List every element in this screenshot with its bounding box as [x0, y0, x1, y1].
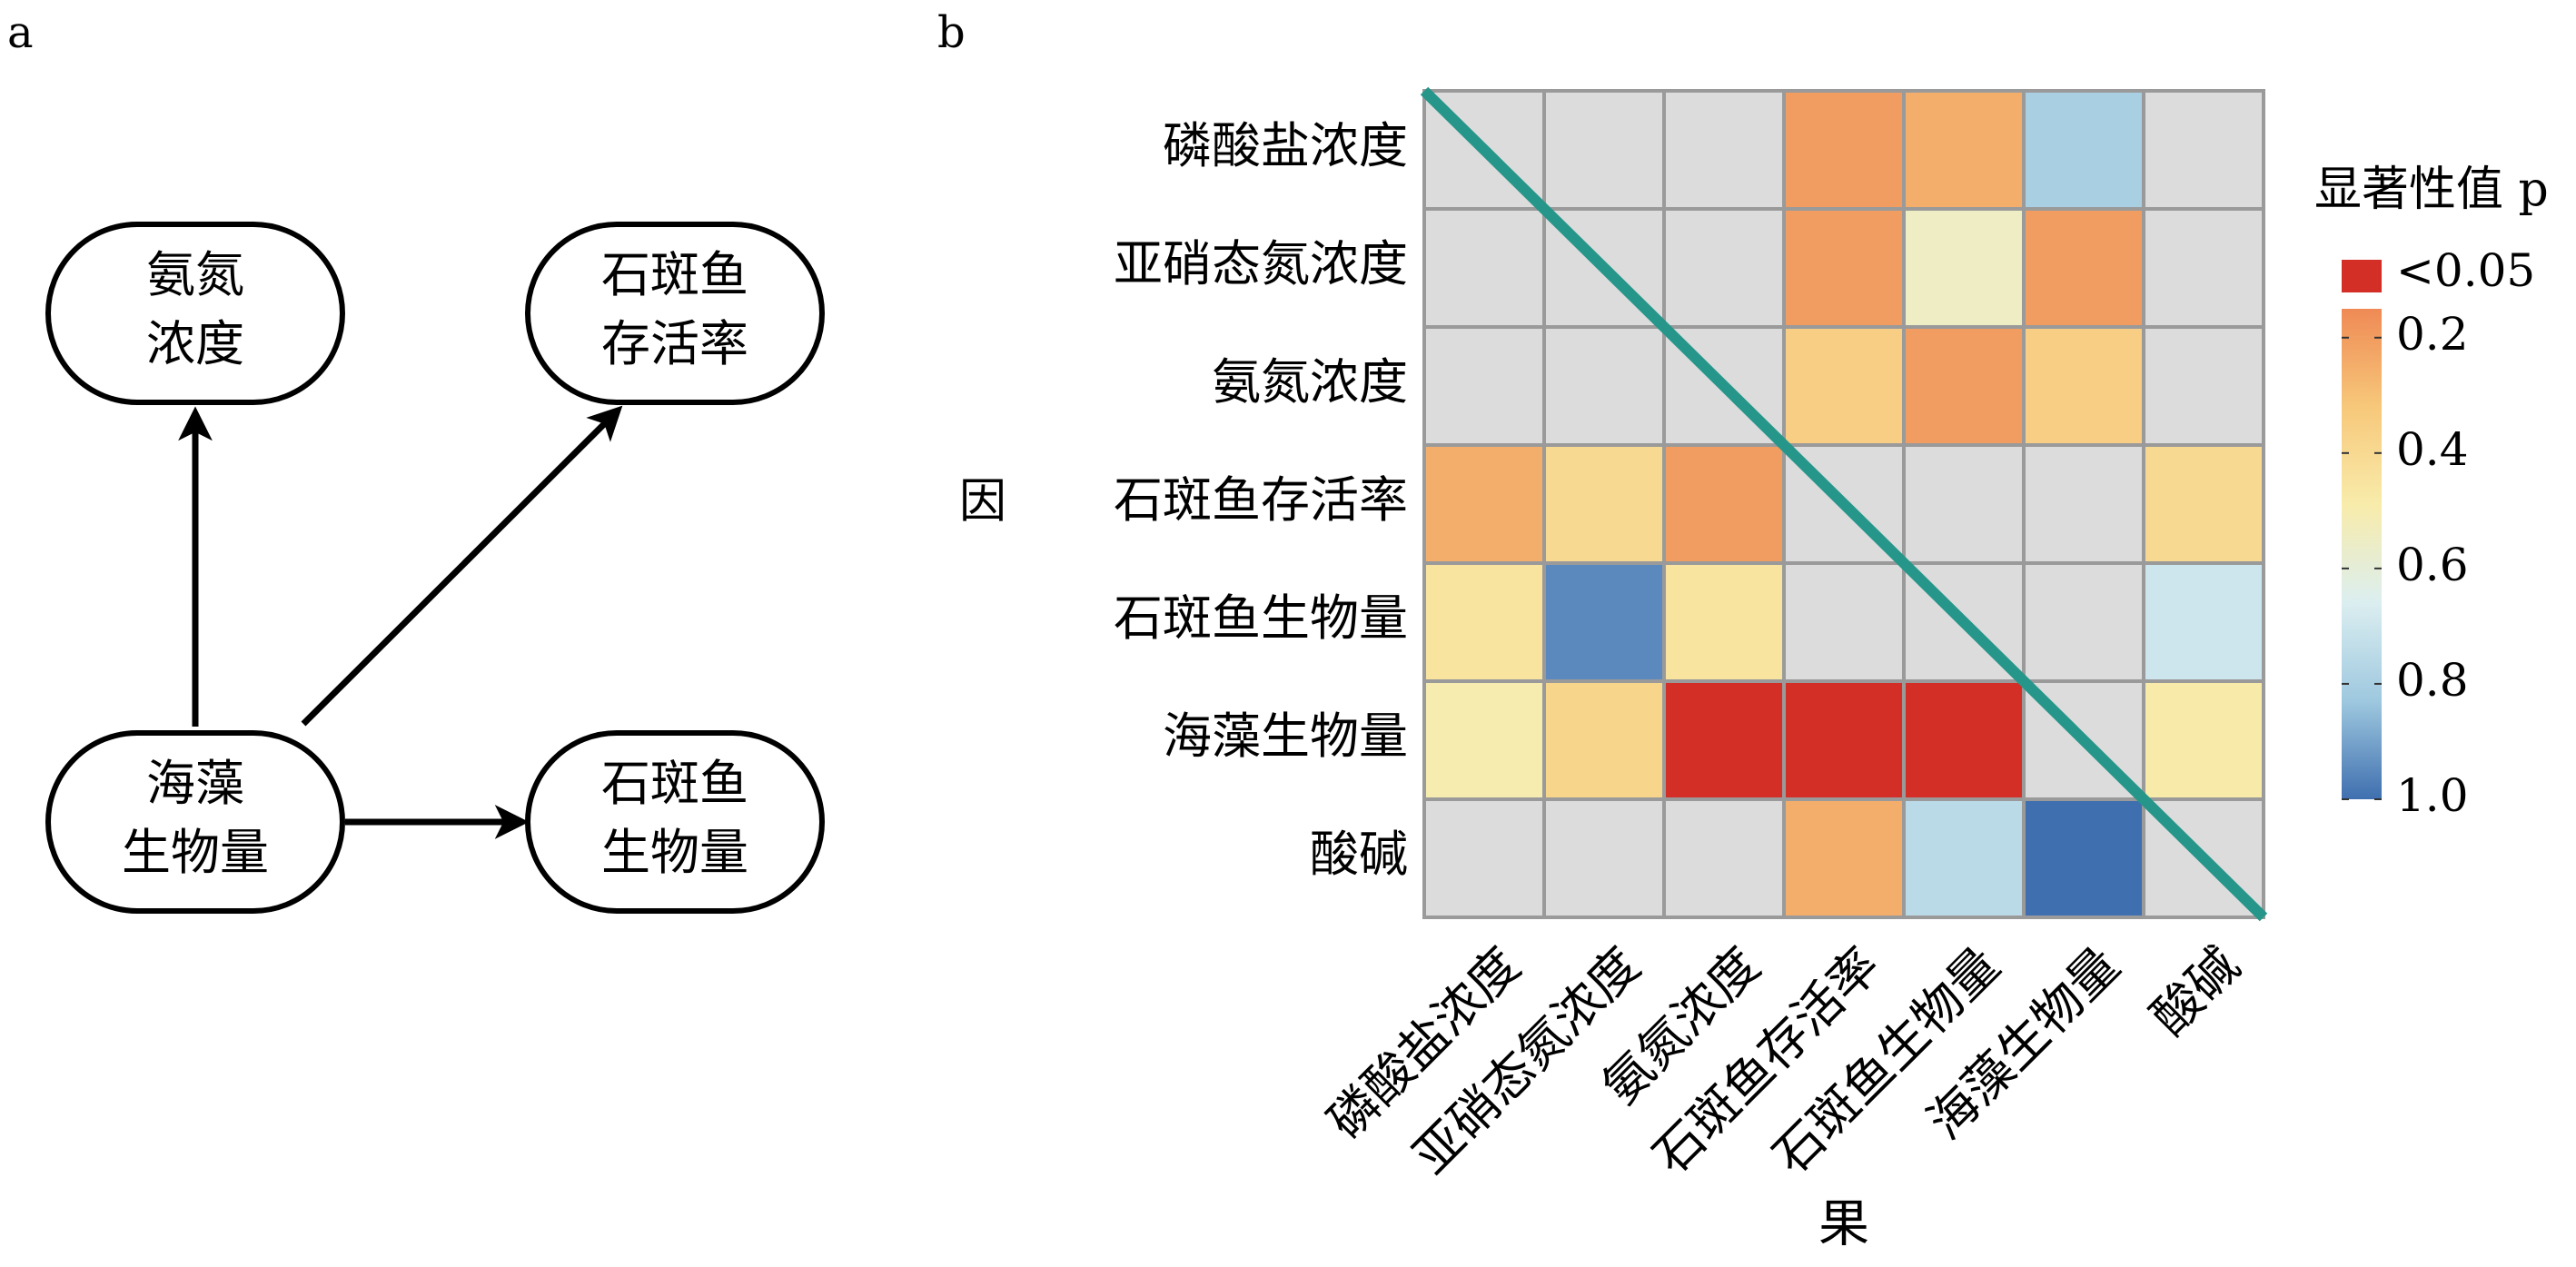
- heatmap-cell-r1-c4: [1902, 207, 2026, 329]
- heatmap-cell-r5-c3: [1782, 679, 1906, 801]
- colorbar-legend: 显著性值 p <0.05 0.2 0.4 0.6 0.8 1.0: [2314, 163, 2549, 822]
- heatmap-cell-r2-c4: [1902, 325, 2026, 447]
- heatmap-cell-r6-c0: [1422, 797, 1546, 919]
- heatmap-cell-r3-c2: [1662, 443, 1786, 565]
- heatmap-cell-r6-c2: [1662, 797, 1786, 919]
- row-label: 磷酸盐浓度: [1163, 117, 1408, 174]
- heatmap-cell-r3-c0: [1422, 443, 1546, 565]
- colorbar-tick-label: 0.6: [2396, 539, 2469, 591]
- colorbar-tick-label: 0.4: [2396, 423, 2469, 476]
- colorbar: [2342, 309, 2382, 799]
- row-label: 石斑鱼生物量: [1114, 589, 1408, 647]
- row-label: 海藻生物量: [1163, 708, 1408, 765]
- row-label: 酸碱: [1310, 826, 1408, 883]
- diagram-node-text: 生物量: [601, 824, 748, 881]
- heatmap-cell-r4-c2: [1662, 561, 1786, 683]
- heatmap-cell-r0-c5: [2022, 89, 2145, 211]
- colorbar-ticks: 0.2 0.4 0.6 0.8 1.0: [2342, 308, 2469, 822]
- heatmap-cell-r2-c0: [1422, 325, 1546, 447]
- diagram-node-text: 石斑鱼: [601, 246, 748, 303]
- row-label: 石斑鱼存活率: [1114, 471, 1408, 529]
- heatmap-cell-r2-c6: [2142, 325, 2265, 447]
- diagram-node-ammonia: 氨氮浓度: [45, 222, 345, 405]
- heatmap-cell-r0-c1: [1542, 89, 1666, 211]
- legend-title: 显著性值 p: [2314, 163, 2549, 217]
- heatmap-cell-r4-c1: [1542, 561, 1666, 683]
- diagram-node-text: 生物量: [122, 824, 269, 881]
- diagram-node-text: 浓度: [146, 315, 244, 372]
- heatmap-cell-r2-c3: [1782, 325, 1906, 447]
- row-label: 氨氮浓度: [1212, 353, 1408, 411]
- diagram-node-box: [45, 730, 345, 914]
- colorbar-tick-label: 1.0: [2396, 769, 2469, 822]
- heatmap-cell-r1-c3: [1782, 207, 1906, 329]
- heatmap-cell-r1-c5: [2022, 207, 2145, 329]
- heatmap-cell-r5-c6: [2142, 679, 2265, 801]
- heatmap-cell-r6-c3: [1782, 797, 1906, 919]
- heatmap-cell-r3-c6: [2142, 443, 2265, 565]
- diagram-node-text: 存活率: [601, 315, 748, 372]
- heatmap-cell-r0-c6: [2142, 89, 2265, 211]
- colorbar-tick-label: 0.8: [2396, 654, 2469, 707]
- heatmap-cell-r2-c1: [1542, 325, 1666, 447]
- diagram-node-text: 石斑鱼: [601, 755, 748, 812]
- diagram-node-survival: 石斑鱼存活率: [525, 222, 825, 405]
- legend-sig-swatch: [2342, 260, 2382, 292]
- heatmap-cell-r5-c2: [1662, 679, 1786, 801]
- heatmap-cell-r3-c4: [1902, 443, 2026, 565]
- diagram-node-box: [525, 222, 825, 405]
- panel-a-label: a: [7, 7, 34, 58]
- diagram-node-text: 海藻: [146, 755, 244, 812]
- heatmap-cell-r1-c0: [1422, 207, 1546, 329]
- heatmap-grid: [1420, 86, 2268, 922]
- heatmap-cell-r1-c6: [2142, 207, 2265, 329]
- heatmap-cell-r3-c5: [2022, 443, 2145, 565]
- heatmap-cell-r2-c5: [2022, 325, 2145, 447]
- colorbar-tick-label: 0.2: [2396, 308, 2469, 361]
- y-axis-label: 因: [959, 475, 1006, 530]
- diagram-arrow-seaweed-to-survival: [301, 405, 623, 727]
- x-axis-label: 果: [1818, 1195, 1869, 1254]
- heatmap-cell-r3-c1: [1542, 443, 1666, 565]
- heatmap-cell-r4-c5: [2022, 561, 2145, 683]
- heatmap-cell-r6-c1: [1542, 797, 1666, 919]
- heatmap-cell-r5-c0: [1422, 679, 1546, 801]
- diagram-node-box: [45, 222, 345, 405]
- panel-b-label: b: [937, 7, 966, 58]
- heatmap-cell-r0-c2: [1662, 89, 1786, 211]
- diagram-node-text: 氨氮: [146, 246, 244, 303]
- heatmap-cell-r6-c4: [1902, 797, 2026, 919]
- heatmap-cell-r0-c4: [1902, 89, 2026, 211]
- heatmap-cell-r4-c0: [1422, 561, 1546, 683]
- heatmap-cell-r4-c6: [2142, 561, 2265, 683]
- diagram-node-fish_biomass: 石斑鱼生物量: [525, 730, 825, 914]
- column-label: 酸碱: [2141, 936, 2251, 1046]
- heatmap-cell-r1-c2: [1662, 207, 1786, 329]
- heatmap-cell-r5-c4: [1902, 679, 2026, 801]
- heatmap-cell-r0-c3: [1782, 89, 1906, 211]
- diagram-node-box: [525, 730, 825, 914]
- row-label: 亚硝态氮浓度: [1114, 235, 1408, 292]
- heatmap-cell-r5-c1: [1542, 679, 1666, 801]
- diagonal-line: [1420, 86, 2268, 922]
- diagram-node-seaweed: 海藻生物量: [45, 730, 345, 914]
- heatmap-cell-r4-c3: [1782, 561, 1906, 683]
- heatmap-cell-r6-c5: [2022, 797, 2145, 919]
- legend-sig-label: <0.05: [2396, 244, 2535, 297]
